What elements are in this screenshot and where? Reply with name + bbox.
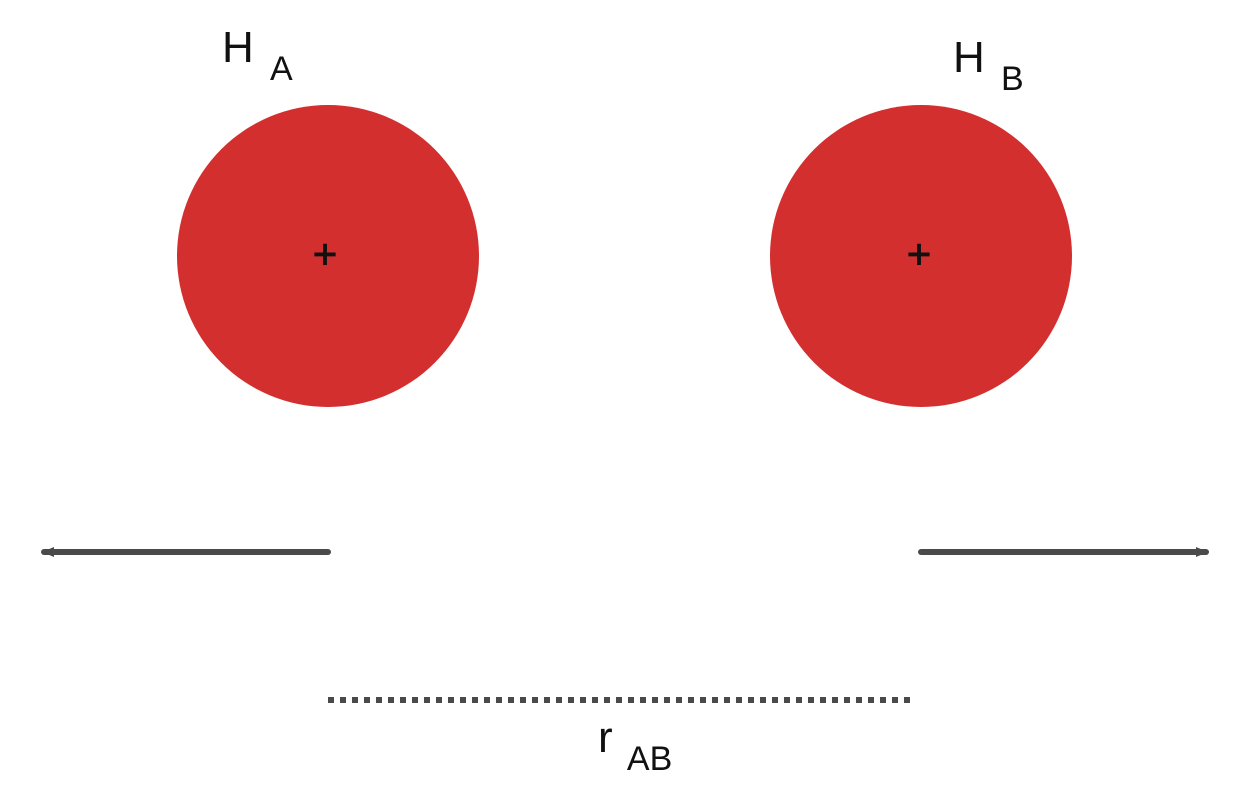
atom-b-subscript: B bbox=[1001, 60, 1024, 98]
distance-subscript: AB bbox=[627, 740, 672, 778]
atom-a-nucleus bbox=[177, 105, 479, 407]
atom-a-subscript: A bbox=[270, 50, 293, 88]
atom-b-label: H B bbox=[953, 33, 1024, 98]
atom-a-label: H A bbox=[222, 23, 293, 88]
distance-label: r AB bbox=[598, 713, 672, 778]
atom-b: H B + bbox=[770, 33, 1072, 407]
atom-b-nucleus bbox=[770, 105, 1072, 407]
atom-b-symbol: H bbox=[953, 33, 985, 82]
atom-a: H A + bbox=[177, 23, 479, 407]
atom-a-symbol: H bbox=[222, 23, 254, 72]
atom-b-charge: + bbox=[905, 234, 934, 274]
distance-symbol: r bbox=[598, 713, 613, 762]
atom-a-charge: + bbox=[311, 234, 340, 274]
